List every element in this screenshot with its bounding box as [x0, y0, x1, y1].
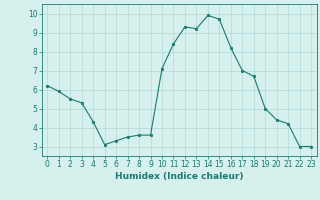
X-axis label: Humidex (Indice chaleur): Humidex (Indice chaleur) — [115, 172, 244, 181]
